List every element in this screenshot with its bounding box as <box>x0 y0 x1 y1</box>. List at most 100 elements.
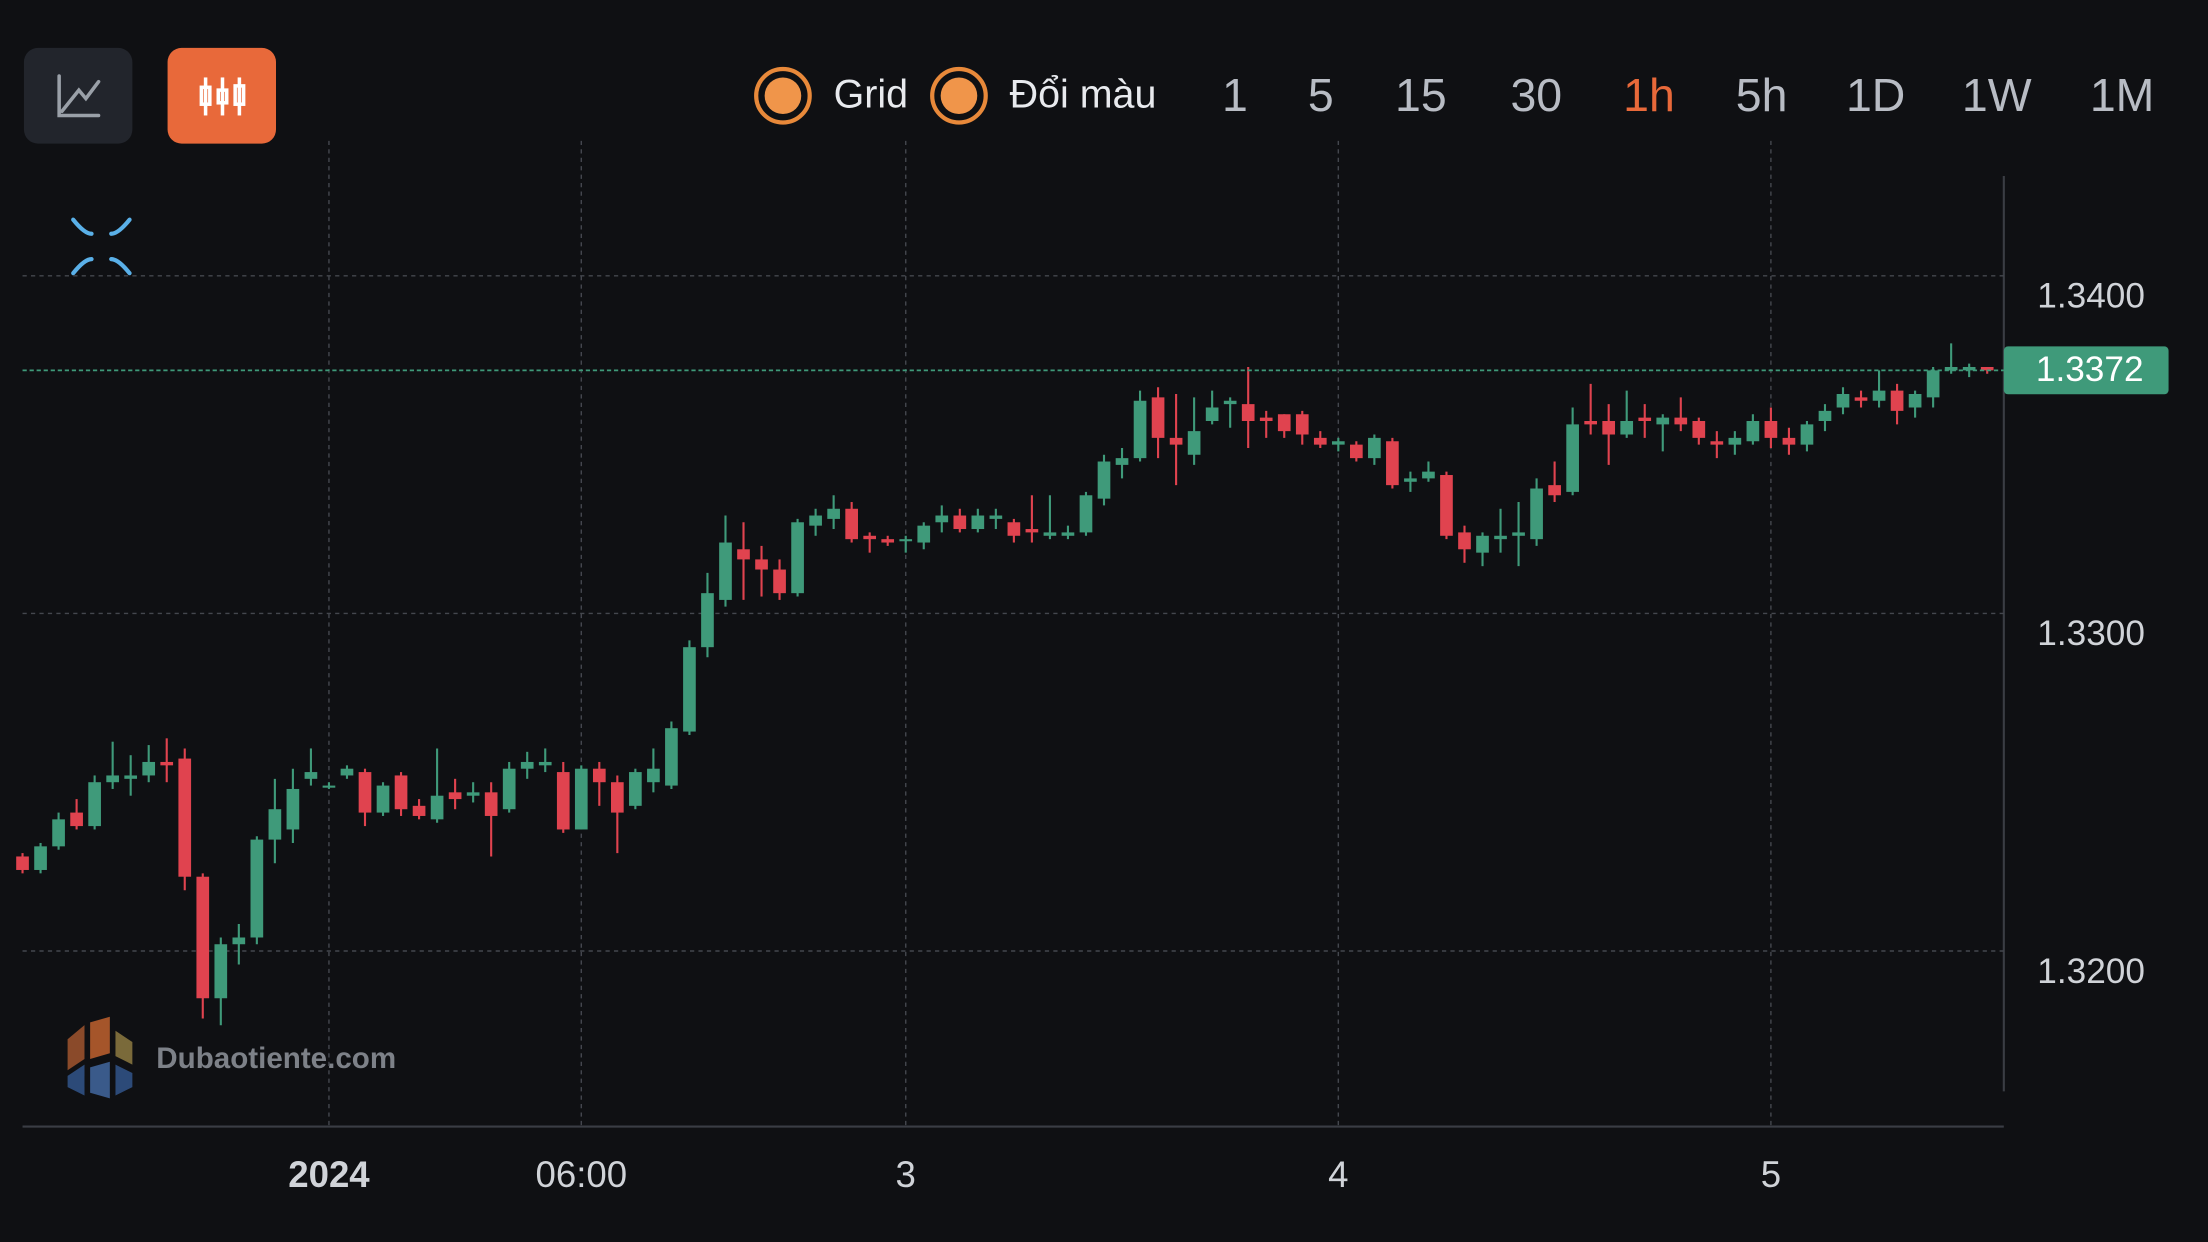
candle-body <box>809 515 822 526</box>
candle-body <box>1494 535 1507 540</box>
candle-body <box>1259 417 1273 422</box>
candle-body <box>1061 532 1075 536</box>
candle-body <box>70 812 83 827</box>
candle-body <box>1656 417 1670 425</box>
candle-body <box>268 809 282 840</box>
candle-body <box>1187 431 1201 455</box>
candle-body <box>88 782 101 827</box>
candle-body <box>1079 495 1093 533</box>
candle-body <box>1548 485 1561 496</box>
candle-body <box>773 569 786 594</box>
toggle[interactable]: Grid <box>754 66 908 125</box>
toggle-ring[interactable] <box>754 66 812 125</box>
toggle-dot[interactable] <box>764 77 802 115</box>
candle-body <box>286 788 300 830</box>
candle-body <box>1458 532 1471 550</box>
candle-body <box>430 795 444 820</box>
candle-body <box>358 772 372 813</box>
interval-button[interactable]: 5 <box>1308 69 1334 121</box>
candle-body <box>1638 417 1652 422</box>
candle-body <box>1764 421 1778 438</box>
candle-body <box>1512 532 1525 536</box>
last-price-box <box>2003 346 2169 395</box>
candle-body <box>1710 441 1724 445</box>
toggle-ring[interactable] <box>930 66 988 125</box>
interval-button[interactable]: 30 <box>1510 69 1562 121</box>
candle-body <box>142 761 156 776</box>
candle-body <box>665 728 678 786</box>
candle-body <box>1944 366 1958 371</box>
interval-button[interactable]: 1 <box>1222 69 1248 121</box>
toggle-label[interactable]: Grid <box>834 73 908 117</box>
candle-body <box>484 792 498 816</box>
candle-body <box>629 772 642 806</box>
candle-body <box>466 792 480 796</box>
candle-body <box>1620 421 1634 435</box>
candle-body <box>1313 437 1327 445</box>
candle-body <box>322 785 336 788</box>
y-tick-label: 1.3200 <box>2037 952 2145 991</box>
candle-body <box>394 775 408 810</box>
candle-body <box>1872 390 1886 401</box>
candle-body <box>1728 437 1742 445</box>
last-price-label: 1.3372 <box>2036 350 2144 389</box>
toggle-dot[interactable] <box>940 77 978 115</box>
candle-body <box>1584 421 1597 425</box>
candle-body <box>376 785 390 813</box>
candle-body <box>1890 390 1904 411</box>
toggle-label[interactable]: Đổi màu <box>1010 73 1157 117</box>
candle-body <box>1115 458 1129 465</box>
candle-body <box>647 768 660 783</box>
candle-body <box>538 761 552 766</box>
interval-button[interactable]: 1h <box>1623 69 1675 121</box>
candle-body <box>412 805 426 816</box>
line-mode-button[interactable] <box>23 47 133 144</box>
candle-body <box>124 775 138 779</box>
candle-body <box>1980 366 1994 371</box>
candle-body <box>1025 529 1039 533</box>
candle-body <box>1241 404 1255 422</box>
interval-button[interactable]: 5h <box>1736 69 1788 121</box>
candle-body <box>160 761 174 766</box>
candle-body <box>1368 437 1381 459</box>
candle-body <box>340 768 354 776</box>
candle-body <box>611 782 624 813</box>
candle-body <box>574 768 588 830</box>
candles <box>16 343 1994 1026</box>
candle-body <box>1277 414 1291 432</box>
candle-body <box>1440 475 1453 536</box>
interval-button[interactable]: 1D <box>1846 69 1905 121</box>
candle-body <box>791 522 804 594</box>
candle-body <box>232 937 246 945</box>
candle-mode-button[interactable] <box>167 47 276 144</box>
interval-button[interactable]: 15 <box>1395 69 1447 121</box>
candle-body <box>701 593 714 648</box>
interval-button[interactable]: 1W <box>1962 69 2032 121</box>
y-tick-label: 1.3300 <box>2037 614 2145 653</box>
x-tick-label: 06:00 <box>535 1154 627 1195</box>
candle-body <box>863 535 877 540</box>
toggle[interactable]: Đổi màu <box>930 66 1157 125</box>
candle-body <box>683 647 696 732</box>
candle-body <box>989 515 1003 519</box>
candle-body <box>1151 397 1165 438</box>
candle-body <box>448 792 462 800</box>
candle-body <box>881 539 895 543</box>
candle-body <box>52 819 65 847</box>
candle-body <box>1386 441 1399 486</box>
candle-body <box>935 515 949 523</box>
candle-body <box>1350 444 1363 459</box>
watermark: Dubaotiente.com <box>156 1042 396 1075</box>
candle-body <box>1133 400 1147 459</box>
candle-body <box>971 515 985 530</box>
candle-body <box>1043 532 1057 536</box>
candle-body <box>1746 421 1760 442</box>
candle-body <box>1566 424 1579 492</box>
collapse-icon[interactable] <box>71 217 132 276</box>
candle-body <box>1476 535 1489 553</box>
interval-button[interactable]: 1M <box>2090 69 2155 121</box>
y-tick-label: 1.3400 <box>2037 277 2145 316</box>
candle-body <box>556 772 570 830</box>
candle-body <box>178 758 192 877</box>
